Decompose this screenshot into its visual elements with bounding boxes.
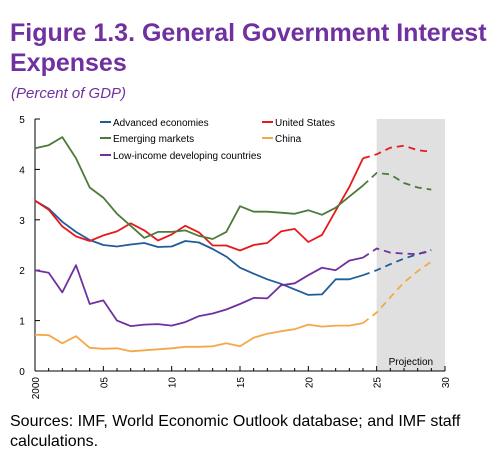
line-chart: Projection 0 1 2 3 4 5 2000 05 10 15 20 25 30 Advanc… — [19, 115, 452, 399]
legend: Advanced economies Emerging markets Low-in… — [100, 118, 335, 162]
series-line-china — [34, 322, 364, 353]
projection-shade — [376, 119, 445, 371]
y-tick-label: 4 — [19, 165, 25, 176]
x-tick-label: 30 — [441, 377, 452, 389]
series-line-united-states — [34, 157, 364, 252]
figure-subtitle: (Percent of GDP) — [11, 85, 127, 102]
y-tick-label: 3 — [19, 216, 25, 227]
legend-label: Advanced economies — [113, 118, 209, 129]
legend-label: Emerging markets — [113, 134, 194, 145]
legend-label: United States — [275, 118, 335, 129]
y-tick-label: 0 — [19, 367, 25, 378]
x-tick-label: 15 — [236, 377, 247, 389]
series-line-emerging-markets — [34, 136, 364, 240]
series-line-low-income-developing-countries — [34, 256, 364, 328]
series-projection-low-income-developing-countries — [362, 247, 432, 259]
legend-label: China — [275, 134, 302, 145]
y-tick-label: 1 — [19, 317, 25, 328]
x-tick-label: 25 — [373, 377, 384, 389]
legend-label: Low-income developing countries — [113, 151, 261, 162]
series-projection-china — [362, 260, 432, 324]
y-tick-label: 2 — [19, 266, 25, 277]
projection-label: Projection — [389, 357, 433, 368]
projection-area: Projection — [376, 119, 445, 371]
x-tick-label: 10 — [168, 377, 179, 389]
series-line-advanced-economies — [34, 199, 364, 296]
y-tick-label: 5 — [19, 115, 25, 126]
x-tick-label: 20 — [304, 377, 315, 389]
series-lines — [34, 136, 432, 353]
figure-title: Figure 1.3. General Government Interest … — [10, 19, 487, 77]
series-projection-united-states — [362, 144, 432, 160]
axes: 0 1 2 3 4 5 2000 05 10 15 20 25 30 — [19, 115, 452, 399]
source-note: Sources: IMF, World Economic Outlook dat… — [10, 413, 461, 450]
x-tick-label: 05 — [99, 377, 110, 389]
x-tick-label: 2000 — [31, 377, 42, 400]
series-projection-emerging-markets — [362, 171, 432, 191]
